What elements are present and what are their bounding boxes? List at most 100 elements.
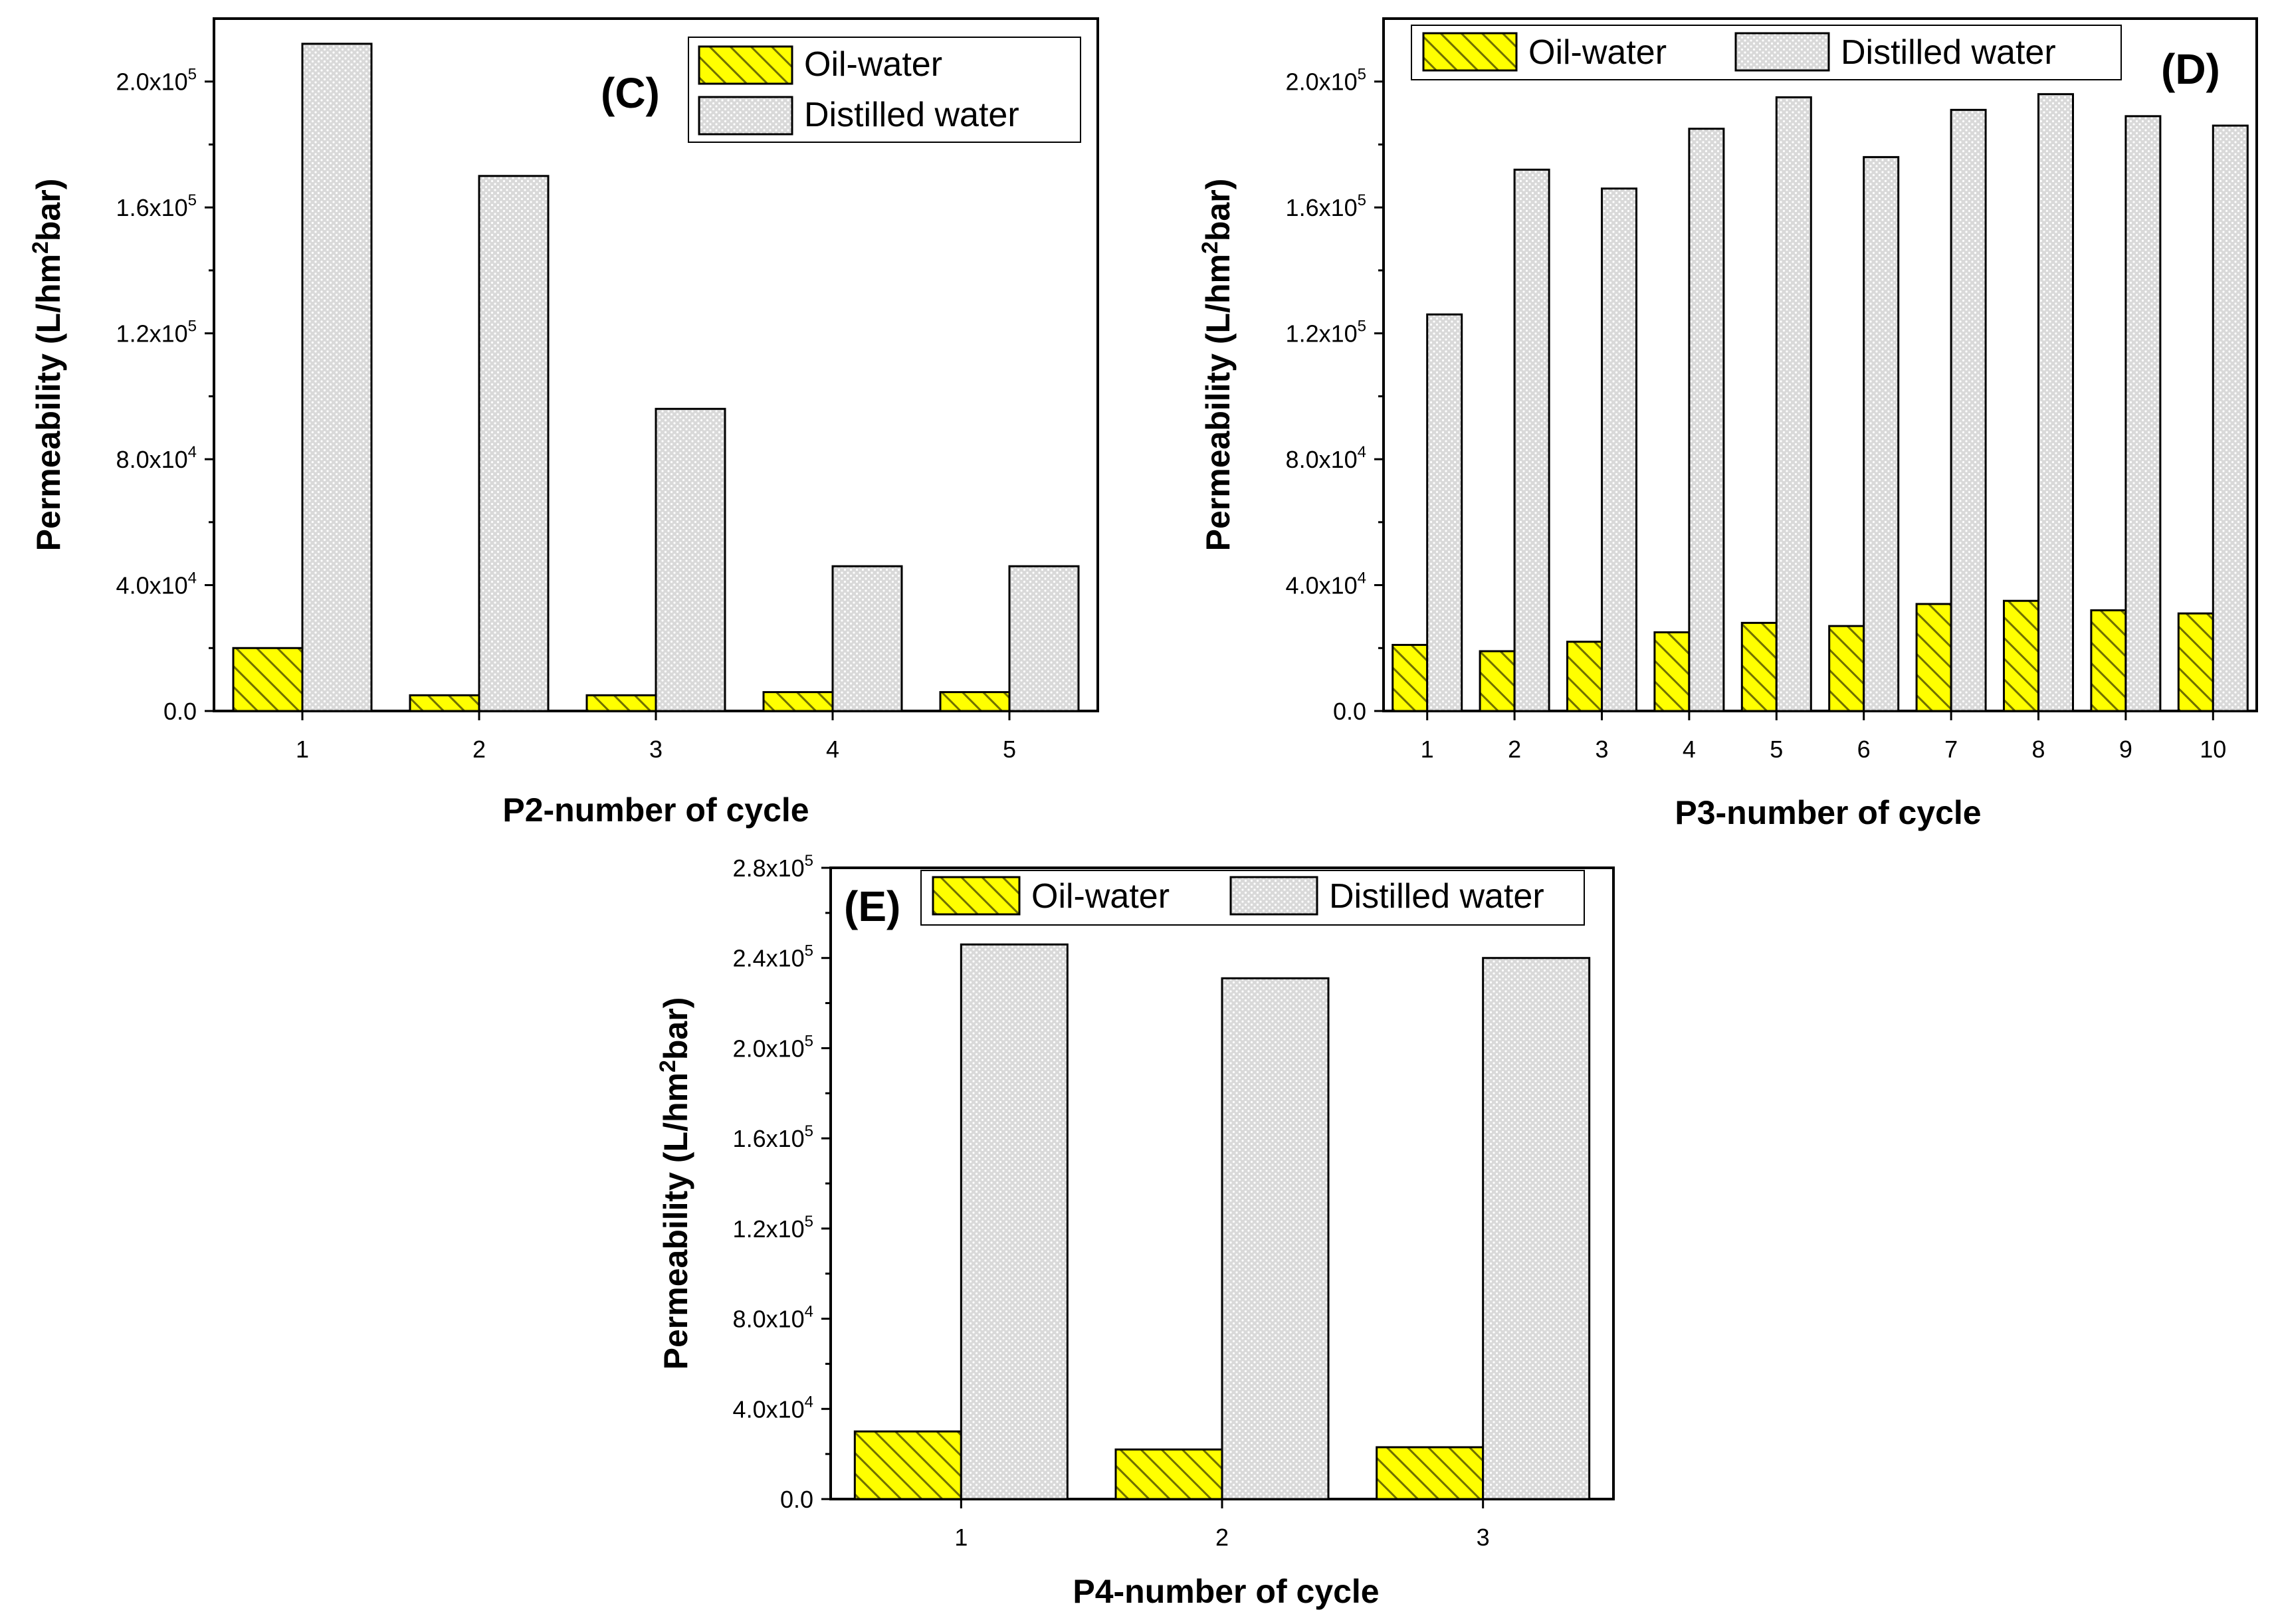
plot-frame xyxy=(1382,17,2258,712)
y-tick-label: 2.0x105 xyxy=(733,1032,813,1062)
bar-oil-water-7 xyxy=(1915,603,1952,712)
bar-oil-water-2 xyxy=(409,694,480,712)
bar-distilled-water-3 xyxy=(1601,187,1637,712)
bar-distilled-water-3 xyxy=(655,407,726,712)
panel-label: (E) xyxy=(844,882,900,930)
x-tick-label: 1 xyxy=(296,736,309,763)
x-tick-label: 6 xyxy=(1857,736,1871,763)
y-axis-title: Permeability (L/hm2bar) xyxy=(1197,179,1237,552)
x-tick-label: 7 xyxy=(1944,736,1958,763)
y-tick-label: 1.2x105 xyxy=(1286,318,1366,348)
legend-label-oil-water: Oil-water xyxy=(1528,33,1667,72)
bar-oil-water-1 xyxy=(853,1430,962,1500)
y-tick-label: 1.6x105 xyxy=(1286,191,1366,221)
x-tick-label: 3 xyxy=(1595,736,1608,763)
y-tick-label: 1.6x105 xyxy=(733,1122,813,1152)
y-tick-label: 8.0x104 xyxy=(116,443,197,473)
bar-distilled-water-10 xyxy=(2212,124,2249,712)
legend-label-oil-water: Oil-water xyxy=(804,45,942,84)
x-tick-label: 9 xyxy=(2119,736,2132,763)
chart-panel-c: 0.0 4.0x104 8.0x104 1.2x105 1.6x105 2.0x105 1… xyxy=(28,17,1099,829)
y-tick-label: 0.0 xyxy=(1333,698,1366,725)
x-tick-label: 5 xyxy=(1003,736,1016,763)
y-tick-label: 1.6x105 xyxy=(116,191,197,221)
bar-oil-water-1 xyxy=(1392,644,1429,712)
legend-swatch-distilled-water xyxy=(698,96,793,136)
bar-distilled-water-1 xyxy=(1426,313,1463,712)
y-tick-label: 8.0x104 xyxy=(733,1303,813,1333)
y-tick-label: 0.0 xyxy=(780,1486,813,1513)
legend-swatch-oil-water xyxy=(1422,32,1518,72)
y-tick-label: 2.4x105 xyxy=(733,942,813,972)
x-tick-label: 4 xyxy=(826,736,839,763)
legend-label-distilled-water: Distilled water xyxy=(1841,33,2056,72)
legend: Oil-water Distilled water xyxy=(1411,25,2122,80)
bar-oil-water-3 xyxy=(1376,1446,1485,1500)
bar-oil-water-8 xyxy=(2003,599,2039,712)
y-tick-label: 4.0x104 xyxy=(733,1393,813,1423)
y-tick-label: 2.0x105 xyxy=(1286,66,1366,96)
x-tick-label: 10 xyxy=(2200,736,2226,763)
x-axis-title: P2-number of cycle xyxy=(502,791,809,829)
x-tick-label: 1 xyxy=(954,1524,968,1551)
x-axis-title: P4-number of cycle xyxy=(1073,1573,1379,1610)
bar-distilled-water-1 xyxy=(301,43,373,712)
chart-panel-e: 0.0 4.0x104 8.0x104 1.2x105 1.6x105 2.0x105 2.… xyxy=(655,852,1615,1610)
bar-distilled-water-9 xyxy=(2124,115,2162,712)
bar-oil-water-2 xyxy=(1114,1448,1223,1500)
bar-oil-water-9 xyxy=(2090,609,2127,712)
bar-oil-water-1 xyxy=(232,647,304,712)
bar-oil-water-10 xyxy=(2177,612,2214,712)
legend-swatch-oil-water xyxy=(932,876,1021,916)
bar-distilled-water-8 xyxy=(2037,93,2074,712)
y-tick-label: 2.0x105 xyxy=(116,66,197,96)
x-tick-label: 2 xyxy=(1215,1524,1229,1551)
x-tick-label: 1 xyxy=(1421,736,1434,763)
legend-label-distilled-water: Distilled water xyxy=(1329,877,1544,916)
bar-distilled-water-4 xyxy=(831,565,903,712)
y-tick-label: 8.0x104 xyxy=(1286,443,1366,473)
bar-distilled-water-2 xyxy=(1513,168,1550,712)
legend: Oil-water Distilled water xyxy=(688,37,1081,143)
x-tick-label: 8 xyxy=(2031,736,2045,763)
bar-distilled-water-5 xyxy=(1008,565,1080,712)
y-axis-title: Permeability (L/hm2bar) xyxy=(28,179,67,552)
bar-distilled-water-3 xyxy=(1482,957,1591,1500)
bar-distilled-water-2 xyxy=(478,175,550,712)
y-axis-title: Permeability (L/hm2bar) xyxy=(655,997,694,1370)
bar-oil-water-3 xyxy=(1566,641,1603,712)
legend: Oil-water Distilled water xyxy=(920,870,1585,926)
x-tick-label: 2 xyxy=(1508,736,1521,763)
bar-oil-water-2 xyxy=(1479,650,1516,712)
bar-oil-water-5 xyxy=(1740,621,1778,712)
bar-distilled-water-1 xyxy=(960,943,1069,1500)
bar-oil-water-4 xyxy=(1653,631,1691,712)
legend-swatch-distilled-water xyxy=(1734,32,1830,72)
y-tick-label: 4.0x104 xyxy=(1286,569,1366,599)
x-tick-label: 5 xyxy=(1770,736,1783,763)
panel-label: (C) xyxy=(601,69,660,117)
y-tick-label: 1.2x105 xyxy=(733,1213,813,1243)
x-tick-label: 4 xyxy=(1683,736,1696,763)
panel-label: (D) xyxy=(2161,45,2220,93)
bar-oil-water-5 xyxy=(939,691,1011,712)
legend-label-oil-water: Oil-water xyxy=(1031,877,1170,916)
x-axis-title: P3-number of cycle xyxy=(1675,794,1981,831)
legend-label-distilled-water: Distilled water xyxy=(804,96,1019,134)
bar-distilled-water-5 xyxy=(1775,96,1812,712)
y-tick-label: 1.2x105 xyxy=(116,318,197,348)
bar-distilled-water-6 xyxy=(1863,155,1900,712)
x-tick-label: 3 xyxy=(1477,1524,1490,1551)
bar-oil-water-4 xyxy=(762,691,834,712)
y-tick-label: 2.8x105 xyxy=(733,852,813,882)
y-tick-label: 4.0x104 xyxy=(116,569,197,599)
y-tick-label: 0.0 xyxy=(163,698,197,725)
bar-oil-water-6 xyxy=(1828,625,1865,712)
x-tick-label: 2 xyxy=(472,736,486,763)
bar-distilled-water-7 xyxy=(1950,108,1987,712)
chart-panel-d: 0.0 4.0x104 8.0x104 1.2x105 1.6x105 2.0x105 1… xyxy=(1197,17,2258,831)
legend-swatch-distilled-water xyxy=(1229,876,1318,916)
bar-distilled-water-4 xyxy=(1688,128,1725,712)
legend-swatch-oil-water xyxy=(698,45,793,85)
